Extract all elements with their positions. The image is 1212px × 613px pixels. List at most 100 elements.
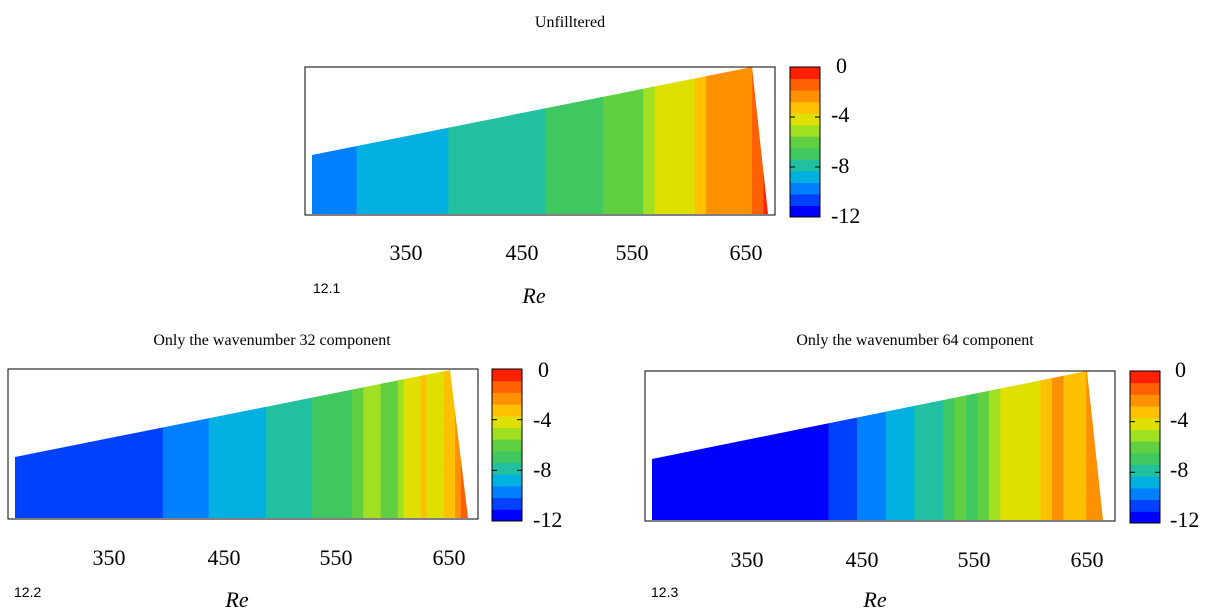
heatmap-strip xyxy=(30,370,38,518)
heatmap-strip xyxy=(690,371,698,520)
heatmap-strip xyxy=(260,370,267,518)
heatmap-strip xyxy=(562,67,570,214)
heatmap-strip xyxy=(977,371,984,520)
heatmap-strip xyxy=(700,67,708,214)
heatmap-strip xyxy=(954,371,962,520)
heatmap-strip xyxy=(380,370,388,518)
heatmap-strip xyxy=(385,67,392,214)
heatmap-strip xyxy=(580,67,587,214)
x-tick-label: 450 xyxy=(846,547,879,572)
heatmap-strip xyxy=(499,67,507,214)
heatmap-strip xyxy=(432,370,439,518)
plot-frame xyxy=(304,66,776,216)
heatmap-strip xyxy=(340,370,347,518)
heatmap-strip xyxy=(557,67,564,214)
heatmap-strip xyxy=(671,67,679,214)
heatmap-strip xyxy=(476,67,484,214)
x-tick-label: 650 xyxy=(433,545,466,570)
heatmap-strip xyxy=(723,67,730,214)
heatmap-strip xyxy=(1086,371,1093,520)
colorbar-segment xyxy=(1130,452,1160,466)
colorbar-segment xyxy=(1130,371,1160,384)
heatmap-strip xyxy=(316,67,323,214)
heatmap-strip xyxy=(202,370,210,518)
heatmap-strip xyxy=(759,371,767,520)
heatmap-strip xyxy=(488,67,495,214)
heatmap-strip xyxy=(197,370,204,518)
heatmap-strip xyxy=(413,67,421,214)
heatmap-strip xyxy=(305,67,312,215)
heatmap-strip xyxy=(15,370,21,518)
heatmap-strip xyxy=(448,67,455,214)
heatmap-strip xyxy=(885,371,893,520)
heatmap-strip xyxy=(734,67,742,214)
heatmap-strip xyxy=(283,370,290,518)
heatmap-strip xyxy=(645,371,652,521)
heatmap-strip xyxy=(742,371,749,520)
plot-frame xyxy=(7,368,479,520)
colorbar-tick-label: 0 xyxy=(836,53,847,78)
heatmap-strip xyxy=(328,370,336,518)
colorbar-segment xyxy=(492,474,522,487)
heatmap-strip xyxy=(322,67,329,214)
heatmap-strip xyxy=(311,370,319,518)
heatmap-strip xyxy=(414,370,422,518)
heatmap-strip xyxy=(317,370,325,518)
heatmap-strip xyxy=(402,67,409,214)
heatmap-field xyxy=(645,371,1111,521)
colorbar-segment xyxy=(790,205,820,218)
heatmap-strip xyxy=(42,370,49,518)
heatmap-strip xyxy=(660,67,667,214)
heatmap-strip xyxy=(373,67,381,214)
heatmap-strip xyxy=(868,371,876,520)
panel-title: Only the wavenumber 32 component xyxy=(153,332,391,349)
heatmap-strip xyxy=(1051,371,1059,520)
heatmap-field xyxy=(15,370,468,518)
colorbar xyxy=(1129,370,1161,524)
heatmap-strip xyxy=(943,371,950,520)
heatmap-strip xyxy=(459,67,467,214)
heatmap-strip xyxy=(76,370,84,518)
colorbar-segment xyxy=(1130,464,1160,477)
colorbar-frame xyxy=(789,66,821,218)
heatmap-field xyxy=(305,67,768,215)
heatmap-strip xyxy=(1104,371,1111,521)
heatmap-strip xyxy=(673,371,681,520)
x-tick-label: 350 xyxy=(731,547,764,572)
heatmap-strip xyxy=(736,371,744,520)
heatmap-strip xyxy=(667,371,675,520)
heatmap-strip xyxy=(494,67,501,214)
heatmap-strip xyxy=(603,67,610,214)
heatmap-strip xyxy=(757,67,765,214)
colorbar-segment xyxy=(790,147,820,160)
heatmap-strip xyxy=(925,371,933,520)
colorbar-segment xyxy=(1130,406,1160,419)
colorbar-segment xyxy=(790,78,820,91)
heatmap-strip xyxy=(891,371,898,520)
heatmap-strip xyxy=(386,370,393,518)
colorbar-segment xyxy=(492,485,522,499)
heatmap-strip xyxy=(679,371,686,520)
heatmap-strip xyxy=(545,67,553,214)
heatmap-strip xyxy=(374,370,382,518)
heatmap-strip xyxy=(591,67,599,214)
heatmap-strip xyxy=(1063,371,1070,520)
colorbar-segment xyxy=(492,415,522,428)
heatmap-strip xyxy=(948,371,956,520)
x-tick-label: 350 xyxy=(390,240,423,265)
heatmap-strip xyxy=(99,370,107,518)
heatmap-strip xyxy=(511,67,518,214)
heatmap-strip xyxy=(654,67,662,214)
heatmap-strip xyxy=(408,67,415,214)
heatmap-strip xyxy=(874,371,881,520)
heatmap-strip xyxy=(730,371,738,520)
heatmap-strip xyxy=(637,67,644,214)
heatmap-strip xyxy=(528,67,536,214)
heatmap-strip xyxy=(620,67,627,214)
colorbar-segment xyxy=(790,170,820,183)
heatmap-strip xyxy=(522,67,530,214)
x-tick-label: 450 xyxy=(208,545,241,570)
heatmap-strip xyxy=(717,67,725,214)
colorbar-tick-label: -4 xyxy=(533,407,551,432)
colorbar-segment xyxy=(1130,382,1160,395)
